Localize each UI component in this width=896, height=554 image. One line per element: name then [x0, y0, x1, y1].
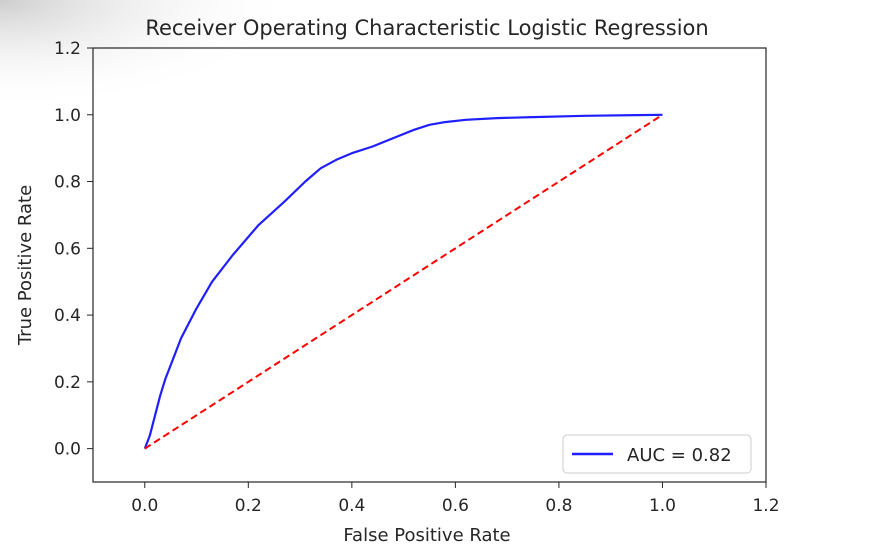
x-tick-label: 0.2: [235, 496, 262, 516]
x-tick-label: 0.6: [442, 496, 469, 516]
axes-frame: [92, 47, 767, 483]
y-axis: 0.0 0.2 0.4 0.6 0.8 1.0 1.2: [54, 39, 93, 460]
legend-box: [562, 434, 752, 474]
x-tick-label: 0.0: [131, 496, 158, 516]
y-tick-label: 1.2: [54, 39, 81, 59]
corner-shadow: [0, 0, 320, 120]
chart-title: Receiver Operating Characteristic Logist…: [145, 16, 708, 40]
x-axis-label: False Positive Rate: [343, 525, 510, 546]
curves: [143, 113, 664, 450]
chance-diagonal-line: [144, 113, 664, 450]
roc-curve-line: [143, 113, 663, 449]
y-axis-label: True Positive Rate: [15, 185, 36, 346]
x-tick-label: 1.0: [649, 496, 676, 516]
legend-label: AUC = 0.82: [627, 445, 732, 466]
plot-area: [92, 47, 767, 483]
x-tick-label: 0.8: [545, 496, 572, 516]
x-axis: 0.0 0.2 0.4 0.6 0.8 1.0 1.2: [131, 482, 780, 516]
y-tick-label: 0.2: [54, 373, 81, 393]
y-tick-label: 0.6: [54, 239, 81, 259]
x-tick-label: 0.4: [338, 496, 365, 516]
legend: AUC = 0.82: [562, 434, 752, 474]
y-tick-label: 0.4: [54, 306, 81, 326]
x-tick-label: 1.2: [752, 496, 779, 516]
y-tick-label: 1.0: [54, 106, 81, 126]
y-tick-label: 0.0: [54, 440, 81, 460]
y-tick-label: 0.8: [54, 173, 81, 193]
